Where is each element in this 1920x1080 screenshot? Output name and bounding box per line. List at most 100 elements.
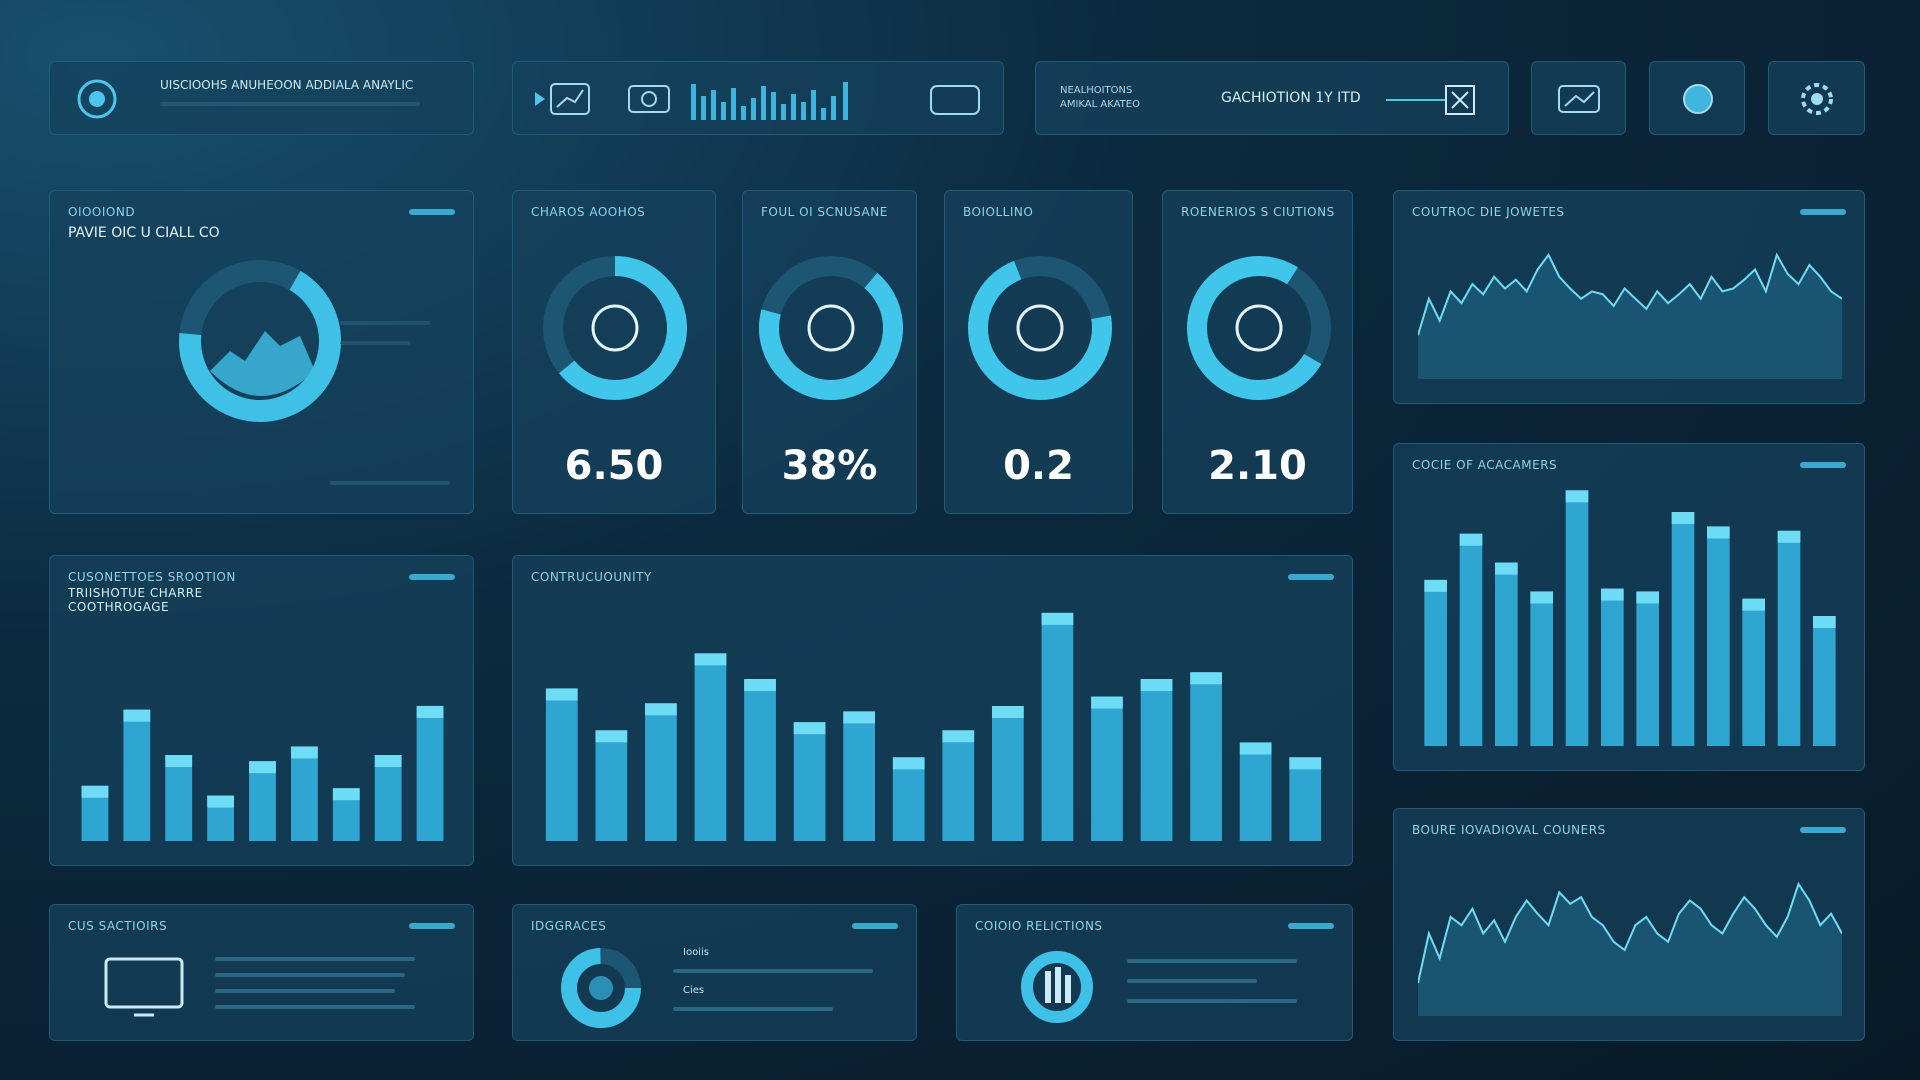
icon-button[interactable] — [1531, 61, 1626, 135]
bar-cap — [892, 757, 925, 770]
bar — [1636, 591, 1659, 746]
placeholder — [673, 969, 873, 973]
kpi-card: BOIOLLINO 0.2 — [944, 190, 1133, 514]
panel-title: COIOIO RELICTIONS — [975, 919, 1103, 933]
logo — [77, 79, 117, 119]
bar-cap — [1636, 591, 1659, 604]
close-control[interactable] — [1386, 80, 1496, 120]
list-donut — [1021, 951, 1093, 1023]
kpi-title: FOUL OI SCNUSANE — [761, 205, 888, 219]
chart-panel: COUTROC DIE JOWETES — [1393, 190, 1865, 404]
status-panel: NEALHOITONS AMIKAL AKATEO GACHIOTION 1Y I… — [1035, 61, 1509, 135]
list-item: Cies — [683, 985, 705, 996]
bar — [165, 755, 193, 841]
bar — [1424, 579, 1447, 746]
bar-cap — [290, 746, 318, 759]
overview-donut — [179, 260, 341, 422]
bar-cap — [1424, 579, 1447, 592]
icon-button[interactable] — [1649, 61, 1745, 135]
bar — [1289, 757, 1322, 841]
toolbar — [512, 61, 1004, 135]
panel-title: IDGGRACES — [531, 919, 607, 933]
kpi-value: 2.10 — [1208, 443, 1307, 489]
status-line: NEALHOITONS — [1060, 85, 1133, 96]
bar-cap — [991, 706, 1024, 718]
chart-panel: COCIE OF ACACAMERS — [1393, 443, 1865, 771]
bar — [1140, 679, 1173, 841]
bar-cap — [1742, 598, 1765, 611]
chart-title: COUTROC DIE JOWETES — [1412, 205, 1565, 219]
indicator — [1288, 574, 1334, 580]
placeholder — [340, 341, 410, 345]
bar — [793, 722, 826, 841]
kpi-donut — [967, 256, 1112, 400]
bar — [892, 757, 925, 841]
panel-title: OIOOIOND — [68, 205, 136, 219]
placeholder — [673, 1007, 833, 1011]
bar-cap — [81, 785, 109, 798]
bar — [416, 705, 444, 841]
bar-cap — [165, 755, 193, 768]
bar — [1742, 598, 1765, 746]
list-panel: COIOIO RELICTIONS — [956, 904, 1353, 1041]
chart — [81, 705, 444, 841]
bar — [1041, 612, 1074, 841]
bar-cap — [416, 705, 444, 718]
kpi-title: CHAROS AOOHOS — [531, 205, 646, 219]
chart-panel: CONTRUCUOUNITY — [512, 555, 1353, 866]
bar — [123, 709, 151, 841]
bar-cap — [374, 755, 402, 768]
chart-title: CONTRUCUOUNITY — [531, 570, 652, 584]
bar-cap — [1813, 616, 1836, 628]
monitor-icon — [104, 957, 184, 1017]
bar — [744, 679, 776, 841]
overview-panel: OIOOIOND PAVIE OIC U CIALL CO — [49, 190, 474, 514]
bar — [1601, 588, 1624, 746]
bar-cap — [595, 730, 628, 743]
bar — [1091, 696, 1123, 841]
list-panel: CUS SACTIOIRS — [49, 904, 474, 1041]
bar — [595, 730, 628, 841]
bar — [991, 706, 1024, 841]
bar-cap — [1495, 562, 1518, 575]
chart-subtitle: TRIISHOTUE CHARRE — [68, 586, 203, 600]
area — [1418, 254, 1842, 379]
placeholder — [1127, 979, 1257, 983]
bar-cap — [207, 795, 235, 808]
bar-cap — [1459, 533, 1483, 546]
panel-subtitle: PAVIE OIC U CIALL CO — [68, 225, 220, 241]
list-donut — [561, 948, 641, 1028]
bar-cap — [843, 711, 876, 724]
status-text: NEALHOITONS AMIKAL AKATEO — [1060, 84, 1140, 112]
chart-panel: BOURE IOVADIOVAL COUNERS — [1393, 808, 1865, 1041]
bar — [1495, 562, 1518, 746]
placeholder — [215, 1005, 415, 1009]
bar — [694, 653, 727, 841]
bar — [1190, 672, 1222, 841]
bar-cap — [123, 709, 151, 722]
donut-icon — [1016, 304, 1063, 352]
indicator — [409, 209, 455, 215]
kpi-value: 38% — [781, 443, 878, 489]
kpi-donut — [1186, 256, 1331, 400]
line — [1418, 881, 1842, 984]
bar-cap — [1601, 588, 1624, 601]
bar — [1777, 530, 1801, 746]
bar — [1707, 526, 1730, 746]
donut-icon — [807, 304, 854, 352]
bar-cap — [1707, 526, 1730, 539]
indicator — [1800, 827, 1846, 833]
placeholder — [340, 321, 430, 325]
header-panel: UISCIOOHS ANUHEOON ADDIALA ANAYLIC — [49, 61, 474, 135]
toolbar-icons — [535, 82, 980, 120]
bar — [545, 688, 578, 841]
area — [1418, 884, 1842, 1016]
icon-button[interactable] — [1768, 61, 1865, 135]
panel-title: CUS SACTIOIRS — [68, 919, 168, 933]
bar-cap — [1671, 512, 1695, 524]
bar — [645, 703, 677, 841]
indicator — [852, 923, 898, 929]
chart-title: BOURE IOVADIOVAL COUNERS — [1412, 823, 1606, 837]
indicator — [1800, 462, 1846, 468]
list-panel: IDGGRACES Iooiis Cies — [512, 904, 917, 1041]
